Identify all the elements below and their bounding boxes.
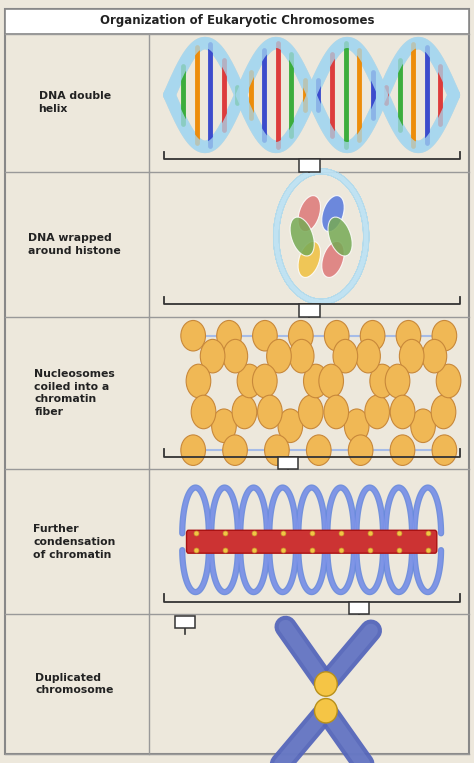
Ellipse shape bbox=[390, 435, 415, 465]
Ellipse shape bbox=[422, 340, 447, 373]
Ellipse shape bbox=[322, 195, 344, 232]
Ellipse shape bbox=[267, 340, 292, 373]
Ellipse shape bbox=[370, 364, 394, 398]
Ellipse shape bbox=[324, 320, 349, 351]
Ellipse shape bbox=[232, 395, 257, 429]
Ellipse shape bbox=[223, 435, 247, 465]
Ellipse shape bbox=[223, 340, 247, 373]
Ellipse shape bbox=[306, 435, 331, 465]
Ellipse shape bbox=[315, 672, 337, 696]
FancyBboxPatch shape bbox=[186, 530, 437, 553]
FancyBboxPatch shape bbox=[348, 602, 370, 614]
Ellipse shape bbox=[298, 195, 320, 232]
Ellipse shape bbox=[299, 395, 323, 429]
Ellipse shape bbox=[432, 320, 456, 351]
Text: Organization of Eukaryotic Chromosomes: Organization of Eukaryotic Chromosomes bbox=[100, 14, 374, 27]
Ellipse shape bbox=[181, 435, 206, 465]
Ellipse shape bbox=[360, 320, 385, 351]
Ellipse shape bbox=[400, 340, 424, 373]
Ellipse shape bbox=[348, 435, 373, 465]
Ellipse shape bbox=[390, 395, 415, 429]
Ellipse shape bbox=[257, 395, 282, 429]
Text: Nucleosomes
coiled into a
chromatin
fiber: Nucleosomes coiled into a chromatin fibe… bbox=[34, 369, 115, 417]
Ellipse shape bbox=[303, 364, 328, 398]
Text: DNA double
helix: DNA double helix bbox=[38, 92, 111, 114]
FancyBboxPatch shape bbox=[5, 9, 469, 754]
Ellipse shape bbox=[385, 364, 410, 398]
Ellipse shape bbox=[186, 364, 211, 398]
Ellipse shape bbox=[365, 395, 390, 429]
Ellipse shape bbox=[315, 699, 337, 723]
Text: DNA wrapped
around histone: DNA wrapped around histone bbox=[28, 233, 121, 256]
Ellipse shape bbox=[181, 320, 206, 351]
Ellipse shape bbox=[217, 320, 241, 351]
Ellipse shape bbox=[328, 217, 352, 256]
Ellipse shape bbox=[410, 409, 435, 443]
Ellipse shape bbox=[324, 395, 348, 429]
Ellipse shape bbox=[298, 241, 320, 278]
Ellipse shape bbox=[264, 435, 289, 465]
Ellipse shape bbox=[278, 409, 302, 443]
Ellipse shape bbox=[436, 364, 461, 398]
Ellipse shape bbox=[237, 364, 262, 398]
Ellipse shape bbox=[333, 340, 358, 373]
FancyBboxPatch shape bbox=[299, 304, 319, 317]
Ellipse shape bbox=[396, 320, 421, 351]
FancyBboxPatch shape bbox=[299, 159, 319, 172]
Text: Further
condensation
of chromatin: Further condensation of chromatin bbox=[34, 524, 116, 559]
Ellipse shape bbox=[191, 395, 216, 429]
FancyBboxPatch shape bbox=[277, 457, 299, 469]
Ellipse shape bbox=[431, 395, 456, 429]
FancyBboxPatch shape bbox=[5, 9, 469, 34]
Ellipse shape bbox=[253, 364, 277, 398]
Ellipse shape bbox=[211, 409, 236, 443]
Ellipse shape bbox=[289, 320, 313, 351]
Ellipse shape bbox=[322, 241, 344, 278]
Ellipse shape bbox=[344, 409, 369, 443]
Text: Duplicated
chromosome: Duplicated chromosome bbox=[36, 673, 114, 695]
Ellipse shape bbox=[253, 320, 277, 351]
Ellipse shape bbox=[201, 340, 225, 373]
Ellipse shape bbox=[289, 340, 314, 373]
Ellipse shape bbox=[319, 364, 344, 398]
Ellipse shape bbox=[432, 435, 456, 465]
Ellipse shape bbox=[356, 340, 380, 373]
FancyBboxPatch shape bbox=[175, 616, 195, 628]
Ellipse shape bbox=[290, 217, 314, 256]
